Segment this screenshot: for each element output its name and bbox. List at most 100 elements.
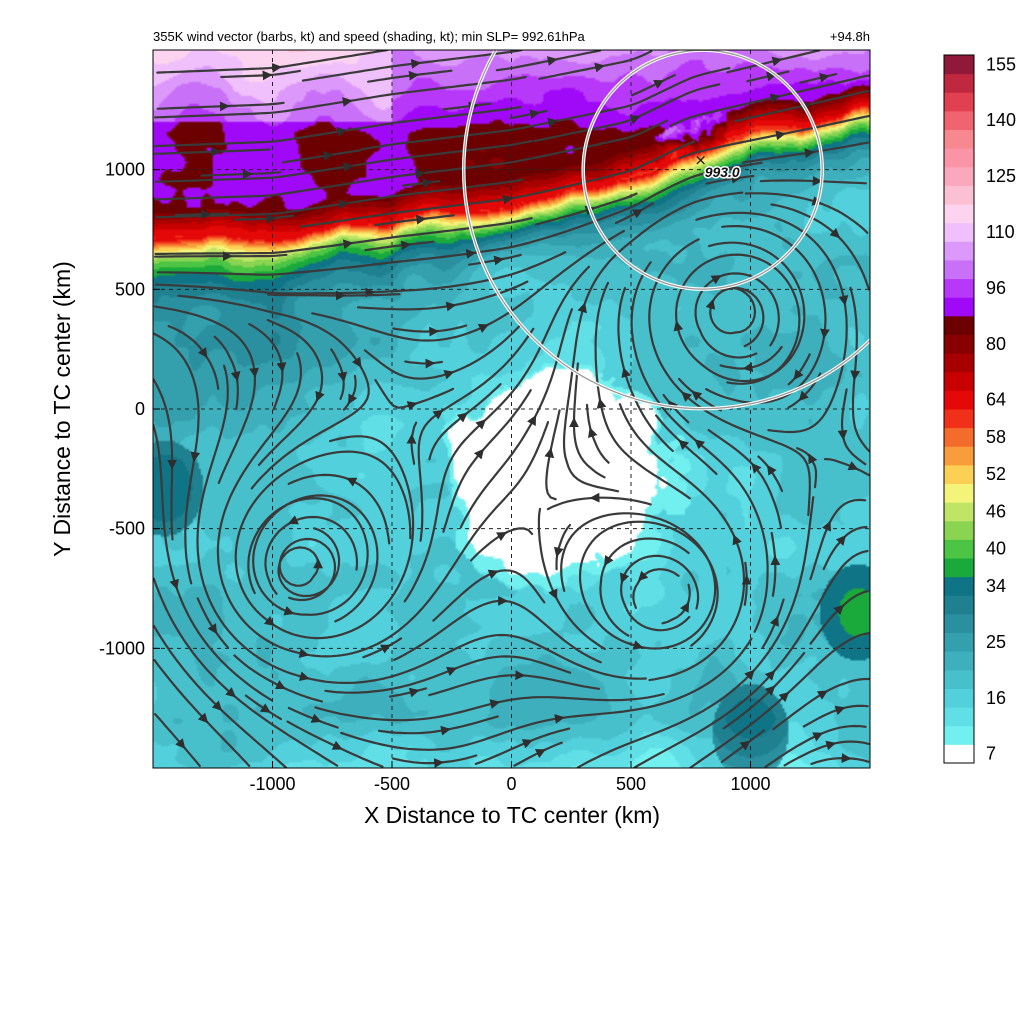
streamline [299, 140, 696, 228]
streamline-arrow [495, 531, 508, 542]
streamline-arrow [283, 606, 295, 616]
streamline-arrow [298, 648, 310, 658]
streamline-arrow [408, 687, 420, 698]
streamline [744, 192, 869, 234]
streamline-arrow [620, 572, 630, 584]
streamline-arrow [197, 712, 209, 724]
streamline-arrow [249, 367, 260, 378]
streamline-arrow [764, 685, 776, 696]
streamline-arrow [225, 687, 236, 698]
streamline-arrow [493, 255, 505, 266]
streamline [404, 360, 443, 365]
wind-speed-shading [153, 50, 870, 768]
streamline-arrow [766, 71, 777, 82]
colorbar-tick-label: 125 [986, 166, 1016, 186]
streamline-arrow [534, 749, 546, 759]
streamline-arrow [816, 690, 828, 700]
colorbar-tick-label: 155 [986, 54, 1016, 74]
streamline-arrow [440, 725, 451, 736]
streamline [389, 687, 428, 698]
streamline-arrow [546, 56, 558, 66]
streamline-arrow [829, 227, 841, 239]
streamline-arrow [653, 80, 665, 89]
streamline-arrow [766, 464, 777, 476]
chart-title: 355K wind vector (barbs, kt) and speed (… [153, 29, 586, 44]
streamline-arrow [487, 569, 499, 579]
streamline [669, 74, 870, 127]
streamline [314, 693, 665, 722]
streamline [594, 281, 691, 500]
streamline-arrow [445, 301, 457, 312]
streamline-arrow [415, 214, 427, 225]
y-tick-label: 0 [135, 399, 145, 419]
colorbar-swatch [944, 315, 974, 335]
colorbar-swatch [944, 92, 974, 112]
colorbar-swatch [944, 55, 974, 75]
streamline [374, 214, 455, 227]
streamlines [153, 50, 870, 768]
streamline-arrow [710, 275, 722, 285]
streamline [153, 378, 174, 541]
streamline-arrow [778, 691, 790, 703]
y-axis: -1000 -500 0 500 1000 [99, 160, 160, 658]
streamline-arrow [298, 671, 310, 682]
streamline-arrow [259, 703, 271, 713]
colorbar-swatch [944, 148, 974, 168]
streamline [802, 704, 869, 728]
streamline-arrow [850, 370, 861, 381]
y-tick-label: 1000 [105, 160, 145, 180]
streamline-arrow [838, 295, 849, 306]
streamline-arrow [408, 70, 419, 81]
overlay [153, 50, 870, 768]
streamline-arrow [287, 515, 299, 525]
streamline-arrow [446, 666, 458, 677]
streamline-arrow [337, 371, 348, 383]
streamline-arrow [271, 62, 283, 73]
streamline-arrow [691, 390, 703, 401]
colorbar-swatch [944, 390, 974, 410]
streamline [267, 293, 401, 297]
streamline-arrow [342, 162, 354, 172]
colorbar-swatch [944, 539, 974, 559]
colorbar-tick-label: 80 [986, 334, 1006, 354]
colorbar-swatch [944, 744, 974, 764]
colorbar-swatch [944, 334, 974, 354]
colorbar-swatch [944, 688, 974, 708]
x-tick-label: -500 [374, 774, 410, 794]
streamline [364, 240, 435, 252]
y-tick-label: -500 [109, 519, 145, 539]
streamline [695, 211, 848, 434]
colorbar-swatch [944, 520, 974, 540]
streamline [442, 102, 492, 111]
streamline-arrow [769, 615, 779, 627]
streamline-arrow [621, 367, 631, 379]
colorbar-swatch [944, 222, 974, 242]
streamline-arrow [175, 738, 186, 749]
streamline-arrow [732, 534, 742, 546]
streamline [509, 109, 548, 120]
colorbar-tick-label: 16 [986, 688, 1006, 708]
streamline-arrow [705, 298, 716, 310]
colorbar-tick-label: 34 [986, 576, 1006, 596]
streamline-arrow [502, 194, 514, 205]
streamline-arrow [632, 640, 644, 650]
streamline [257, 319, 324, 466]
streamline [709, 286, 765, 348]
streamline [153, 332, 200, 585]
streamline [220, 69, 301, 79]
streamline-arrow [465, 248, 477, 259]
streamline-arrow [764, 670, 776, 681]
streamline-arrow [432, 409, 444, 420]
streamline-arrow [475, 419, 486, 430]
streamline-arrow [629, 115, 641, 125]
streamline-arrow [679, 601, 690, 614]
streamline-arrow [731, 173, 742, 184]
streamline-arrow [489, 699, 501, 709]
streamline-arrow [837, 429, 848, 441]
streamline [719, 346, 783, 370]
streamline-arrow [230, 370, 241, 382]
colorbar-swatch [944, 353, 974, 373]
colorbar-swatch [944, 278, 974, 298]
colorbar-swatch [944, 464, 974, 485]
streamline-arrow [331, 740, 343, 750]
